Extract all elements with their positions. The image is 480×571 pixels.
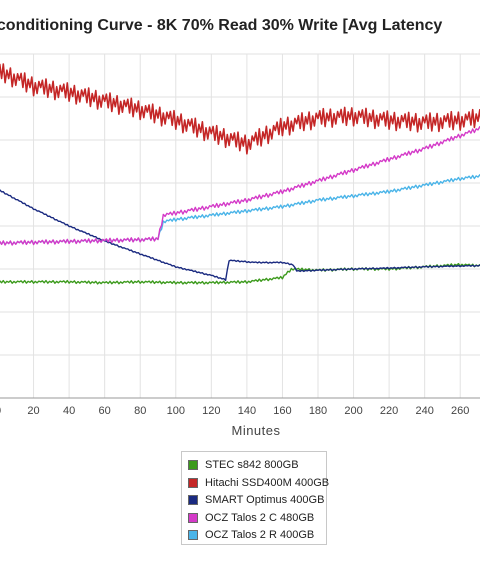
- series-lines: [0, 63, 480, 285]
- x-tick-label: 180: [309, 405, 327, 417]
- x-tick-label: 260: [451, 405, 469, 417]
- x-tick-label: 60: [99, 405, 111, 417]
- series-line-talos-r: [0, 174, 480, 246]
- x-tick-label: 220: [380, 405, 398, 417]
- legend-item-smart: SMART Optimus 400GB: [188, 492, 324, 508]
- chart-title: econditioning Curve - 8K 70% Read 30% Wr…: [0, 17, 443, 34]
- x-tick-label: 160: [273, 405, 291, 417]
- series-line-smart: [0, 189, 480, 282]
- x-tick-label: 100: [167, 405, 185, 417]
- legend-item-stec: STEC s842 800GB: [188, 457, 299, 473]
- legend-swatch-smart: [188, 495, 198, 505]
- series-line-hitachi: [0, 63, 480, 155]
- x-tick-label: 40: [63, 405, 75, 417]
- x-tick-label: 20: [27, 405, 39, 417]
- legend: STEC s842 800GB Hitachi SSD400M 400GB SM…: [181, 451, 329, 545]
- legend-item-hitachi: Hitachi SSD400M 400GB: [188, 475, 329, 491]
- legend-label-stec: STEC s842 800GB: [205, 459, 299, 471]
- legend-swatch-talos-r: [188, 530, 198, 540]
- x-tick-label: 80: [134, 405, 146, 417]
- legend-swatch-talos-c: [188, 513, 198, 523]
- series-line-talos-c: [0, 126, 480, 246]
- legend-swatch-stec: [188, 460, 198, 470]
- x-tick-label: 0: [0, 405, 1, 417]
- x-tick-labels: 020406080100120140160180200220240260280: [0, 405, 469, 417]
- x-tick-label: 120: [202, 405, 220, 417]
- legend-label-smart: SMART Optimus 400GB: [205, 494, 325, 506]
- legend-label-talos-c: OCZ Talos 2 C 480GB: [205, 512, 315, 524]
- legend-label-talos-r: OCZ Talos 2 R 400GB: [205, 529, 315, 541]
- x-tick-label: 140: [238, 405, 256, 417]
- legend-swatch-hitachi: [188, 478, 198, 488]
- x-tick-label: 200: [344, 405, 362, 417]
- legend-label-hitachi: Hitachi SSD400M 400GB: [205, 477, 330, 489]
- x-axis-label: Minutes: [231, 423, 281, 438]
- grid-lines: [0, 53, 480, 399]
- x-tick-label: 240: [415, 405, 433, 417]
- legend-item-talos-r: OCZ Talos 2 R 400GB: [188, 527, 314, 543]
- legend-item-talos-c: OCZ Talos 2 C 480GB: [188, 510, 314, 526]
